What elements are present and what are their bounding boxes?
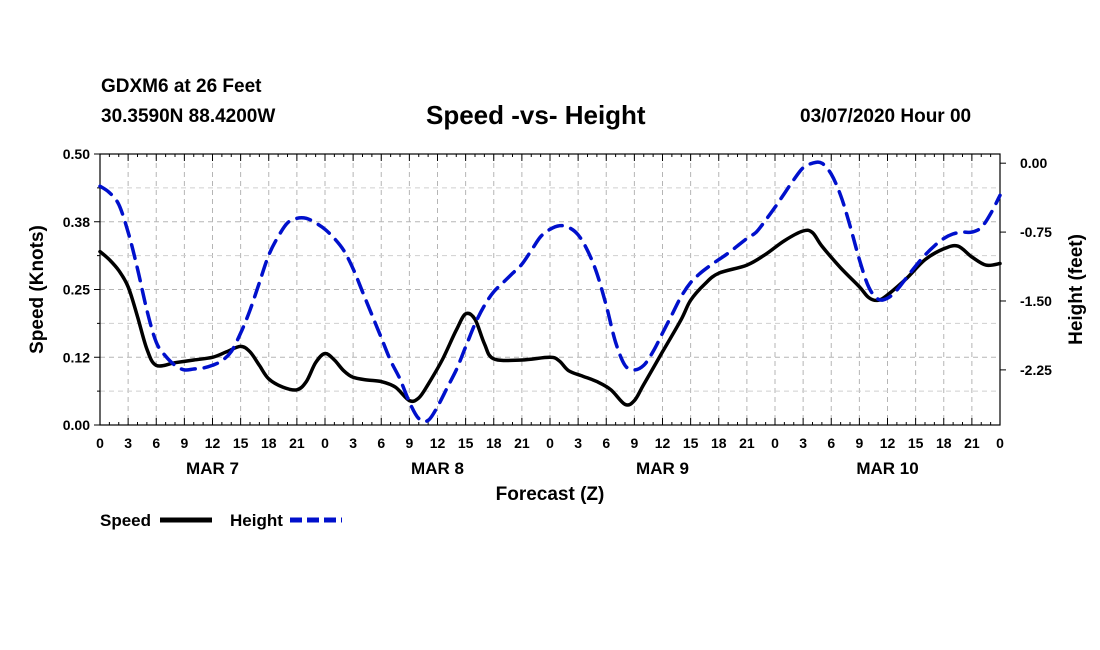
x-tick-label: 12 — [205, 435, 221, 451]
series-lines — [98, 160, 1002, 424]
x-tick-label: 12 — [655, 435, 671, 451]
day-label: MAR 7 — [186, 459, 239, 478]
y2-tick-label: -0.75 — [1020, 224, 1052, 240]
y-axis-title: Speed (Knots) — [27, 225, 48, 354]
axis-ticks — [94, 153, 1006, 426]
x-tick-label: 18 — [261, 435, 277, 451]
x-tick-label: 18 — [486, 435, 502, 451]
x-tick-label: 9 — [405, 435, 413, 451]
x-tick-label: 0 — [96, 435, 104, 451]
x-tick-label: 6 — [377, 435, 385, 451]
x-tick-label: 15 — [683, 435, 699, 451]
x-tick-label: 15 — [908, 435, 924, 451]
x-tick-label: 3 — [799, 435, 807, 451]
x-tick-label: 21 — [739, 435, 755, 451]
day-label: MAR 8 — [411, 459, 464, 478]
x-tick-label: 12 — [430, 435, 446, 451]
axis-labels: 0 3 6 9 12 15 18 21 0 3 6 9 12 15 18 21 0 3 6 9 12 15 18 21 0 3 6 9… — [27, 146, 1087, 505]
forecast-timestamp: 03/07/2020 Hour 00 — [800, 106, 972, 127]
y-tick-label: 0.50 — [63, 146, 90, 162]
x-tick-label: 15 — [233, 435, 249, 451]
x-tick-label: 18 — [936, 435, 952, 451]
y2-tick-label: -2.25 — [1020, 362, 1052, 378]
y-tick-label: 0.00 — [63, 417, 90, 433]
x-tick-label: 21 — [514, 435, 530, 451]
x-tick-label: 6 — [602, 435, 610, 451]
day-label: MAR 9 — [636, 459, 689, 478]
x-axis-title: Forecast (Z) — [496, 484, 605, 505]
series-speed-line — [98, 228, 1002, 407]
y2-tick-label: -1.50 — [1020, 293, 1052, 309]
x-tick-label: 0 — [771, 435, 779, 451]
x-tick-label: 6 — [152, 435, 160, 451]
x-tick-label: 21 — [289, 435, 305, 451]
station-label: GDXM6 at 26 Feet — [101, 76, 262, 97]
grid — [100, 154, 1000, 425]
x-tick-label: 9 — [630, 435, 638, 451]
x-tick-label: 0 — [546, 435, 554, 451]
chart-title: Speed -vs- Height — [426, 100, 646, 130]
legend-label-height: Height — [230, 511, 283, 530]
x-tick-label: 9 — [855, 435, 863, 451]
y-tick-label: 0.38 — [63, 214, 90, 230]
x-tick-label: 3 — [124, 435, 132, 451]
x-tick-label: 6 — [827, 435, 835, 451]
y-tick-label: 0.12 — [63, 349, 90, 365]
legend-label-speed: Speed — [100, 511, 151, 530]
y2-axis-title: Height (feet) — [1066, 234, 1087, 345]
day-label: MAR 10 — [856, 459, 918, 478]
x-tick-label: 0 — [996, 435, 1004, 451]
series-height-line — [98, 160, 1002, 424]
x-tick-label: 3 — [574, 435, 582, 451]
x-tick-label: 0 — [321, 435, 329, 451]
station-coordinates: 30.3590N 88.4200W — [101, 106, 276, 127]
y2-tick-label: 0.00 — [1020, 155, 1047, 171]
x-tick-label: 18 — [711, 435, 727, 451]
x-tick-label: 3 — [349, 435, 357, 451]
x-tick-label: 15 — [458, 435, 474, 451]
x-tick-label: 21 — [964, 435, 980, 451]
legend: Speed Height — [100, 511, 342, 530]
y-tick-label: 0.25 — [63, 282, 90, 298]
x-tick-label: 12 — [880, 435, 896, 451]
x-tick-label: 9 — [180, 435, 188, 451]
